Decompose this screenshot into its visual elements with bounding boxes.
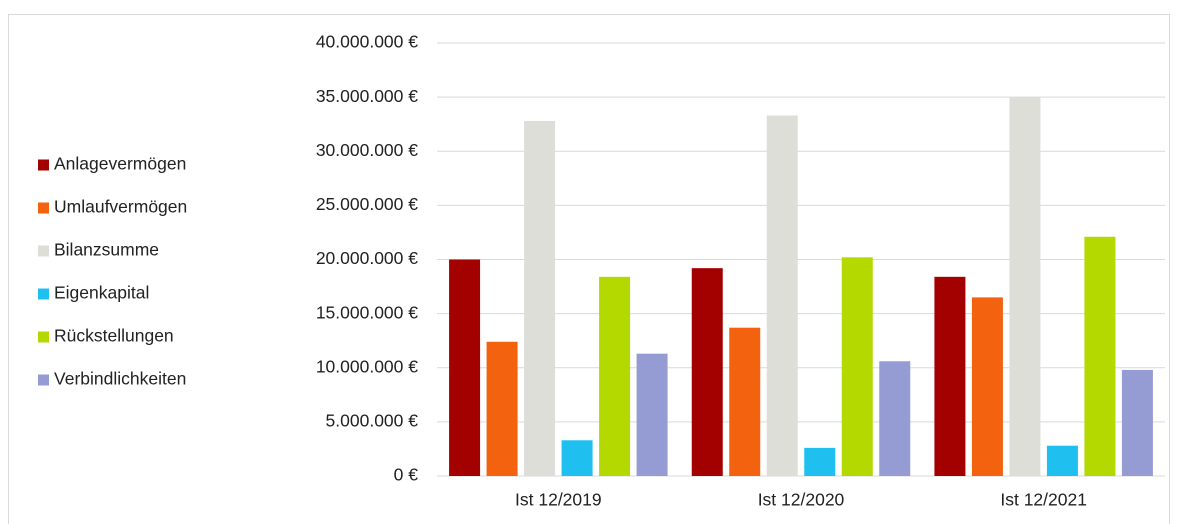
y-tick-label: 40.000.000 € <box>316 32 418 52</box>
chart-frame <box>8 14 1170 524</box>
bar <box>524 120 556 476</box>
bar <box>804 447 836 476</box>
legend-swatch <box>38 374 49 386</box>
bar <box>449 259 481 476</box>
x-tick-label: Ist 12/2020 <box>758 490 845 510</box>
legend-label: Rückstellungen <box>54 326 174 346</box>
legend-label: Bilanzsumme <box>54 240 159 260</box>
bar <box>1084 236 1116 476</box>
x-tick-label: Ist 12/2019 <box>515 490 602 510</box>
bar <box>879 361 911 476</box>
y-tick-label: 30.000.000 € <box>316 140 418 160</box>
bar <box>486 341 518 476</box>
bar <box>971 297 1003 476</box>
bar <box>1009 97 1041 476</box>
bar <box>599 276 631 476</box>
legend-swatch <box>38 245 49 257</box>
bar <box>636 353 668 476</box>
bar <box>691 268 723 476</box>
legend-swatch <box>38 159 49 171</box>
y-tick-label: 5.000.000 € <box>326 411 419 431</box>
y-tick-label: 20.000.000 € <box>316 248 418 268</box>
bar <box>841 257 873 476</box>
bar <box>561 440 593 476</box>
bar <box>729 327 761 476</box>
bar <box>934 276 966 476</box>
bar <box>766 115 798 476</box>
y-tick-label: 25.000.000 € <box>316 194 418 214</box>
bar <box>1046 445 1078 476</box>
y-tick-label: 10.000.000 € <box>316 356 418 376</box>
bar <box>1121 369 1153 476</box>
x-tick-label: Ist 12/2021 <box>1000 490 1087 510</box>
legend-swatch <box>38 202 49 214</box>
legend-swatch <box>38 331 49 343</box>
legend-label: Verbindlichkeiten <box>54 369 186 389</box>
legend-label: Anlagevermögen <box>54 154 186 174</box>
legend-swatch <box>38 288 49 300</box>
y-tick-label: 35.000.000 € <box>316 86 418 106</box>
legend-label: Umlaufvermögen <box>54 197 187 217</box>
y-tick-label: 15.000.000 € <box>316 302 418 322</box>
legend-label: Eigenkapital <box>54 283 149 303</box>
y-tick-label: 0 € <box>394 465 419 485</box>
